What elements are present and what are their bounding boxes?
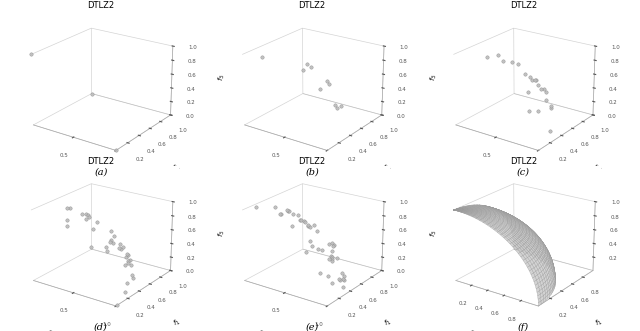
X-axis label: $f_2$: $f_2$ [467, 328, 477, 331]
X-axis label: $f_2$: $f_2$ [256, 172, 266, 184]
Y-axis label: $f_1$: $f_1$ [382, 317, 394, 329]
Text: (d): (d) [94, 323, 108, 331]
Text: (b): (b) [305, 167, 319, 176]
X-axis label: $f_2$: $f_2$ [467, 172, 477, 184]
Title: DTLZ2: DTLZ2 [509, 157, 537, 166]
Title: DTLZ2: DTLZ2 [298, 157, 326, 166]
Y-axis label: $f_1$: $f_1$ [171, 162, 182, 174]
X-axis label: $f_2$: $f_2$ [45, 172, 55, 184]
Text: (e): (e) [305, 323, 319, 331]
Title: DTLZ2: DTLZ2 [298, 1, 326, 10]
Y-axis label: $f_1$: $f_1$ [593, 162, 605, 174]
Text: (a): (a) [94, 167, 108, 176]
Text: (f): (f) [518, 323, 529, 331]
Title: DTLZ2: DTLZ2 [87, 157, 115, 166]
X-axis label: $f_2$: $f_2$ [256, 328, 266, 331]
Y-axis label: $f_1$: $f_1$ [382, 162, 394, 174]
Y-axis label: $f_1$: $f_1$ [593, 317, 605, 329]
Title: DTLZ2: DTLZ2 [509, 1, 537, 10]
Title: DTLZ2: DTLZ2 [87, 1, 115, 10]
Text: (c): (c) [516, 167, 530, 176]
X-axis label: $f_2$: $f_2$ [45, 328, 55, 331]
Y-axis label: $f_1$: $f_1$ [171, 317, 182, 329]
